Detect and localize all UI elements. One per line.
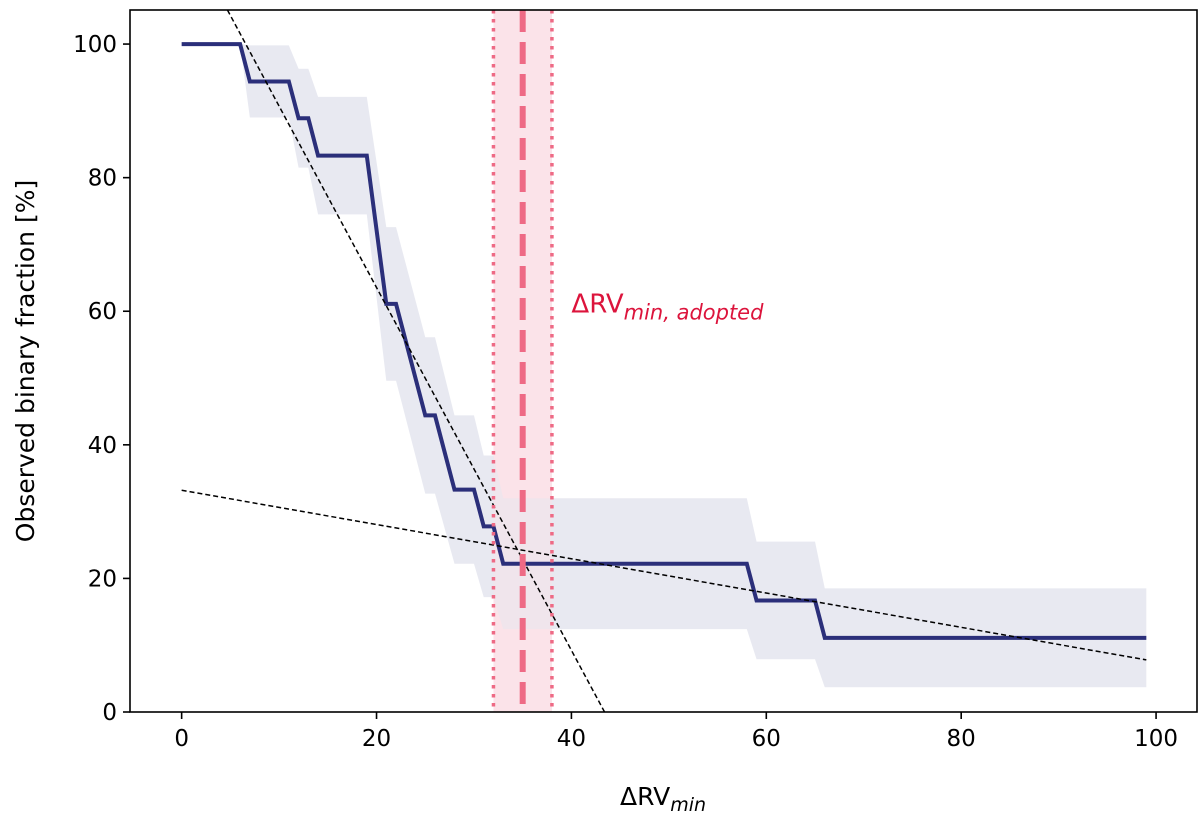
x-tick-label: 80 <box>947 726 976 752</box>
x-axis-label: ΔRVmin <box>620 782 706 816</box>
binary-fraction-line <box>181 42 1147 640</box>
fit-line-1 <box>226 10 606 712</box>
axes: 0 20 40 60 80 100 0 20 40 60 80 100 <box>73 9 1198 752</box>
x-tick-label: 100 <box>1134 726 1178 752</box>
y-tick-label: 20 <box>88 566 117 592</box>
y-tick-label: 80 <box>88 166 117 192</box>
x-tick-label: 0 <box>174 726 189 752</box>
adopted-annotation: ΔRVmin, adopted <box>571 290 764 325</box>
y-axis-label: Observed binary fraction [%] <box>11 180 40 542</box>
plot-area <box>181 10 1147 712</box>
annotation-main: ΔRV <box>571 290 623 320</box>
y-tick-label: 100 <box>73 32 117 58</box>
y-tick-label: 60 <box>88 299 117 325</box>
plot-frame <box>129 9 1198 713</box>
uncertainty-band <box>181 44 1147 688</box>
x-tick-label: 60 <box>752 726 781 752</box>
x-tick-label: 20 <box>362 726 391 752</box>
x-tick-label: 40 <box>557 726 586 752</box>
annotation-sub: min, adopted <box>624 301 764 325</box>
plot-content <box>181 10 1147 712</box>
y-tick-label: 0 <box>102 700 117 726</box>
x-axis-label-sub: min <box>670 794 706 816</box>
y-tick-label: 40 <box>88 433 117 459</box>
x-axis-label-main: ΔRV <box>620 782 670 811</box>
fit-line-2 <box>181 489 1147 661</box>
